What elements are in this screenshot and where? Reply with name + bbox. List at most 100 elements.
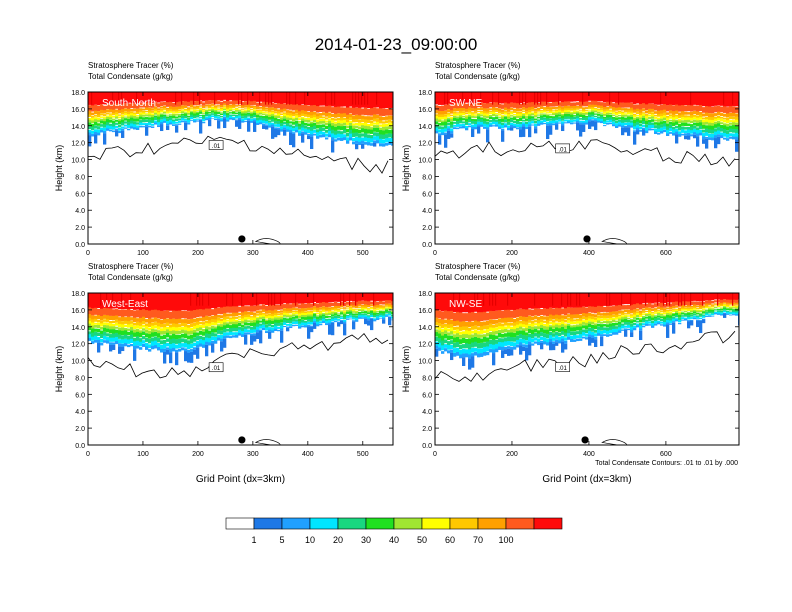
y-tick-label: 0.0 (75, 242, 85, 249)
plot-frame (87, 91, 394, 245)
colorbar-label: 30 (361, 535, 371, 545)
contour-label-box (208, 140, 224, 150)
y-tick-label: 8.0 (422, 375, 432, 382)
condensate-contour (88, 332, 389, 379)
condensate-contour (435, 139, 736, 167)
x-tick-label: 600 (660, 250, 672, 257)
contour-label-box (208, 362, 224, 373)
figure-title: 2014-01-23_09:00:00 (315, 35, 478, 54)
plot-frame (87, 292, 394, 446)
x-tick-label: 500 (357, 250, 369, 257)
colorbar-swatch (337, 517, 367, 530)
panel-title-line: Total Condensate (g/kg) (435, 72, 520, 81)
location-marker (238, 235, 246, 243)
colorbar-swatch (253, 517, 283, 530)
y-tick-label: 12.0 (71, 342, 85, 349)
panel-west-east: .01 West-East Stratosphere Tracer (%) Total… (54, 262, 394, 485)
colorbar-label: 5 (279, 535, 284, 545)
colorbar-label: 40 (389, 535, 399, 545)
y-tick-label: 8.0 (422, 174, 432, 181)
y-tick-label: 2.0 (75, 225, 85, 232)
y-tick-label: 16.0 (418, 107, 432, 114)
y-tick-label: 2.0 (75, 426, 85, 433)
y-tick-label: 18.0 (418, 291, 432, 298)
panel-label: SW-NE (449, 98, 482, 109)
contour-footnote: Total Condensate Contours: .01 to .01 by… (595, 460, 738, 467)
x-tick-label: 400 (302, 451, 314, 458)
tracer-field: .01 (435, 293, 739, 445)
x-tick-label: 400 (583, 451, 595, 458)
x-tick-label: 300 (247, 451, 259, 458)
location-marker (238, 436, 246, 444)
y-tick-label: 12.0 (71, 141, 85, 148)
y-tick-label: 12.0 (418, 342, 432, 349)
plot-frame (434, 91, 740, 245)
colorbar-swatch (365, 517, 395, 530)
colorbar-swatch (309, 517, 339, 530)
y-tick-label: 6.0 (75, 392, 85, 399)
tracer-field: .01 (88, 92, 393, 244)
y-tick-label: 0.0 (422, 443, 432, 450)
condensate-contour (435, 330, 736, 382)
x-tick-label: 0 (433, 250, 437, 257)
contour-label: .01 (559, 147, 568, 153)
contour-label: .01 (212, 144, 221, 150)
colorbar-label: 60 (445, 535, 455, 545)
x-axis-label: Grid Point (dx=3km) (542, 474, 631, 485)
tracer-field: .01 (88, 293, 393, 445)
colorbar-swatch (225, 517, 255, 530)
contour-label-box (555, 362, 570, 372)
y-tick-label: 6.0 (75, 191, 85, 198)
y-axis-label: Height (km) (54, 346, 64, 393)
x-tick-label: 200 (506, 250, 518, 257)
y-tick-label: 2.0 (422, 426, 432, 433)
y-tick-label: 12.0 (418, 141, 432, 148)
location-marker (583, 235, 591, 243)
x-tick-label: 0 (86, 250, 90, 257)
x-tick-label: 0 (433, 451, 437, 458)
y-tick-label: 6.0 (422, 392, 432, 399)
y-axis-label: Height (km) (401, 145, 411, 192)
y-tick-label: 18.0 (418, 90, 432, 97)
colorbar-label: 100 (498, 535, 513, 545)
y-tick-label: 10.0 (418, 158, 432, 165)
y-tick-label: 14.0 (418, 325, 432, 332)
contour-label: .01 (212, 366, 221, 372)
colorbar-swatch (281, 517, 311, 530)
panel-south-north: .01 South-North Stratosphere Tracer (%) Tot… (54, 61, 394, 257)
y-tick-label: 4.0 (75, 409, 85, 416)
y-axis-label: Height (km) (401, 346, 411, 393)
colorbar-swatch (533, 517, 563, 530)
y-tick-label: 16.0 (71, 308, 85, 315)
colorbar-label: 70 (473, 535, 483, 545)
tracer-field: .01 (435, 92, 739, 244)
y-tick-label: 4.0 (422, 409, 432, 416)
colorbar-swatch (477, 517, 507, 530)
y-tick-label: 10.0 (71, 158, 85, 165)
panel-title-line: Stratosphere Tracer (%) (88, 262, 174, 271)
colorbar-swatch (421, 517, 451, 530)
colorbar: 1 5 10 20 30 40 50 60 70 100 (225, 517, 563, 545)
colorbar-swatch (505, 517, 535, 530)
y-tick-label: 16.0 (71, 107, 85, 114)
panel-title-line: Total Condensate (g/kg) (88, 273, 173, 282)
panel-nw-se: .01 NW-SE Stratosphere Tracer (%) Total Con… (401, 262, 740, 485)
y-axis-label: Height (km) (54, 145, 64, 192)
colorbar-label: 50 (417, 535, 427, 545)
y-tick-label: 8.0 (75, 174, 85, 181)
contour-label: .01 (559, 366, 568, 372)
y-tick-label: 10.0 (71, 359, 85, 366)
location-marker (581, 436, 589, 444)
y-tick-label: 4.0 (422, 208, 432, 215)
panel-label: West-East (102, 299, 148, 310)
panel-title-line: Total Condensate (g/kg) (435, 273, 520, 282)
y-tick-label: 14.0 (418, 124, 432, 131)
x-tick-label: 400 (583, 250, 595, 257)
contour-label-box (555, 143, 570, 154)
x-tick-label: 200 (506, 451, 518, 458)
y-tick-label: 18.0 (71, 90, 85, 97)
panel-title-line: Stratosphere Tracer (%) (435, 262, 521, 271)
panel-title-line: Stratosphere Tracer (%) (435, 61, 521, 70)
y-tick-label: 16.0 (418, 308, 432, 315)
